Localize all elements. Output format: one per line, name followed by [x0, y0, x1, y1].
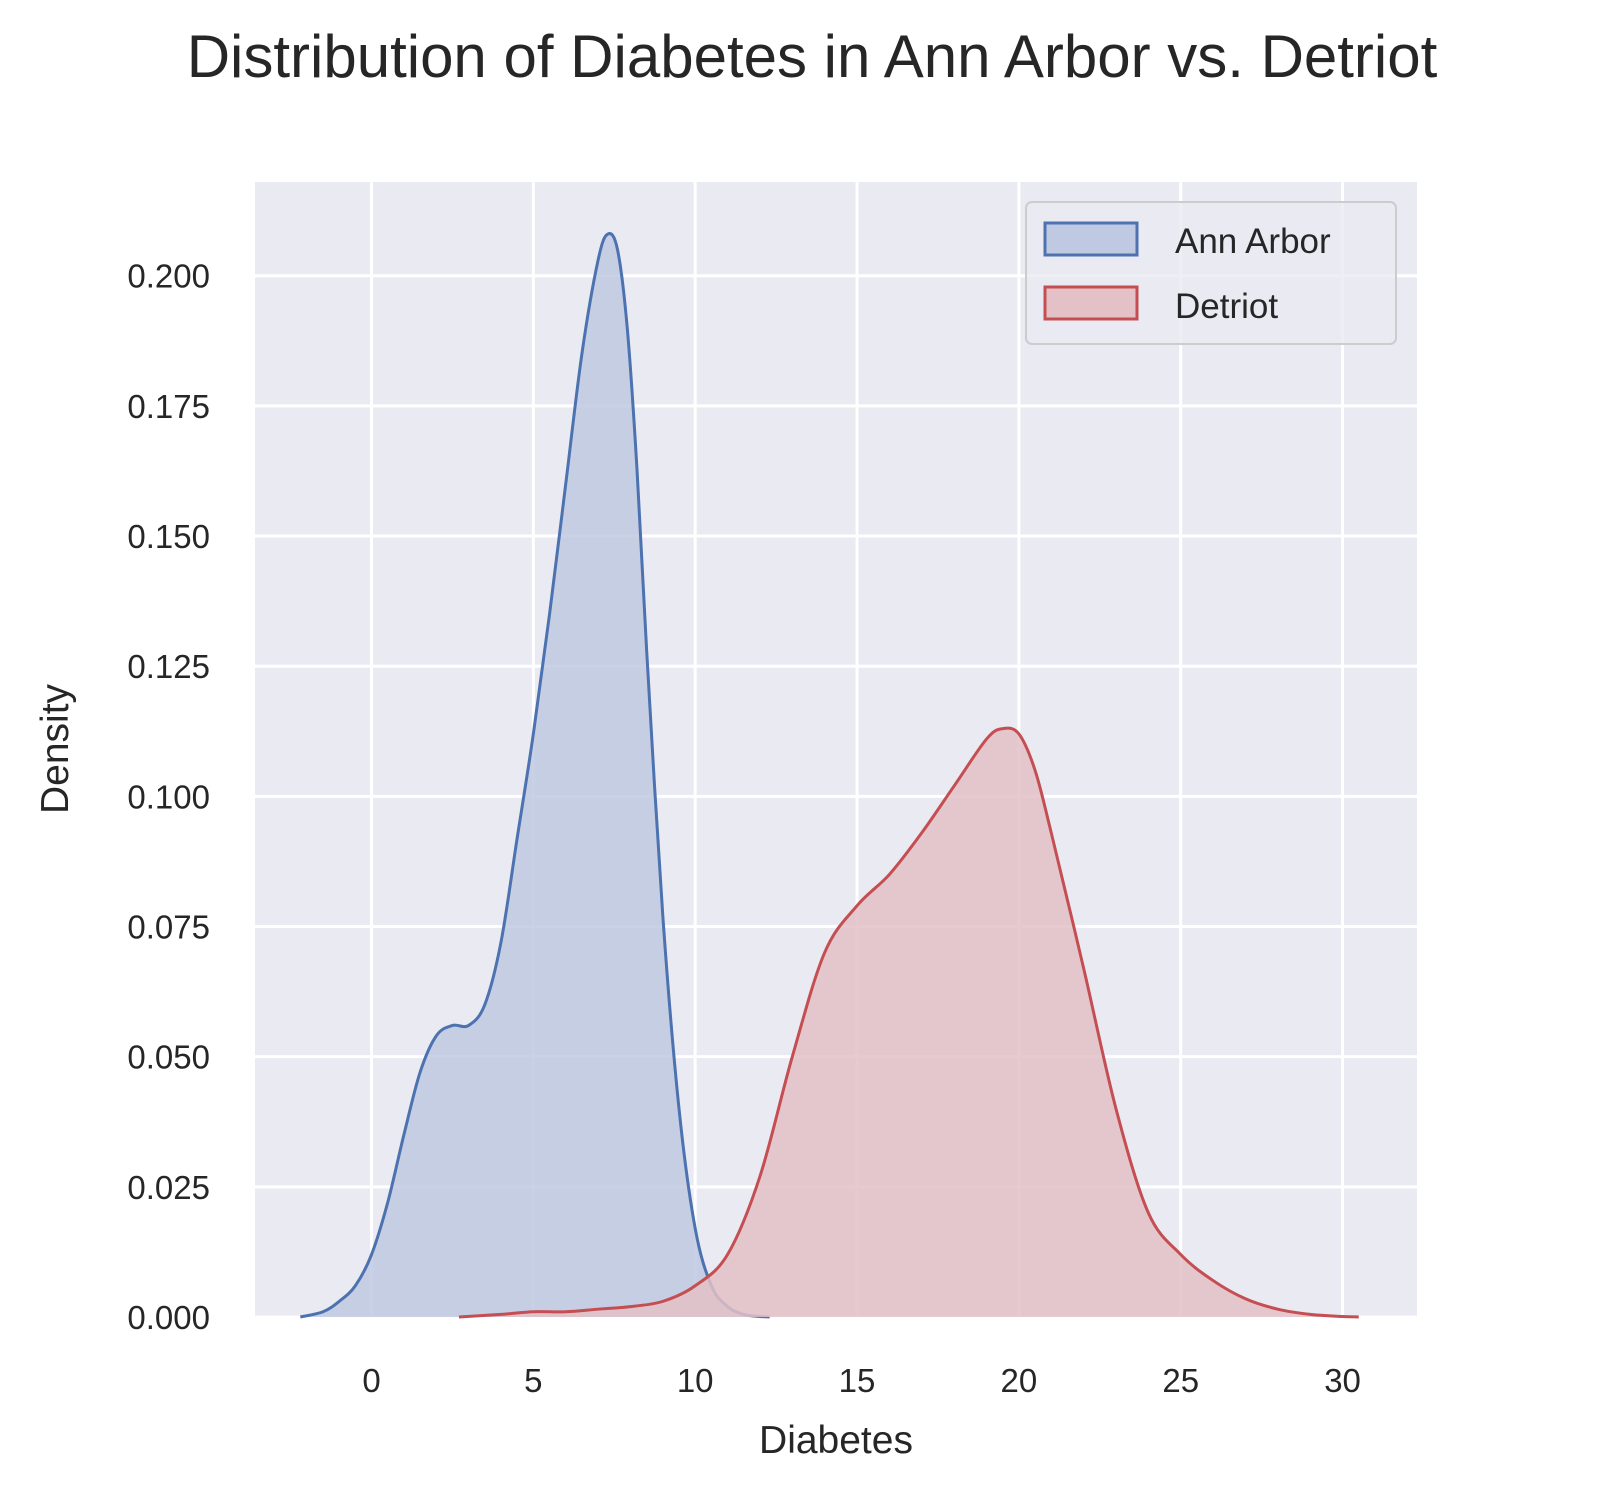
density-series	[299, 232, 1359, 1319]
x-tick-label-5: 25	[1162, 1362, 1199, 1399]
density-line-ann-arbor	[299, 232, 770, 1319]
y-tick-label-7: 0.175	[127, 388, 210, 425]
legend-swatch-detriot	[1043, 285, 1139, 321]
y-tick-labels: 0.000 0.025 0.050 0.075 0.100 0.125 0.150 0.175…	[127, 258, 210, 1336]
y-tick-label-3: 0.075	[127, 909, 210, 946]
y-axis-label: Density	[34, 683, 77, 814]
x-tick-label-6: 30	[1324, 1362, 1361, 1399]
x-tick-label-4: 20	[1001, 1362, 1038, 1399]
y-tick-label-5: 0.125	[127, 648, 210, 685]
x-tick-label-1: 5	[524, 1362, 542, 1399]
x-tick-label-3: 15	[839, 1362, 876, 1399]
y-tick-label-2: 0.050	[127, 1039, 210, 1076]
density-line-detriot	[458, 726, 1359, 1319]
legend-swatch-ann-arbor	[1043, 221, 1139, 257]
chart-title: Distribution of Diabetes in Ann Arbor vs…	[186, 23, 1438, 90]
density-area-ann-arbor	[300, 233, 770, 1318]
y-tick-label-4: 0.100	[127, 778, 210, 815]
x-tick-labels: 0 5 10 15 20 25 30	[362, 1362, 1361, 1399]
x-tick-label-0: 0	[362, 1362, 380, 1399]
y-tick-label-8: 0.200	[127, 258, 210, 295]
legend-label-ann-arbor: Ann Arbor	[1175, 222, 1331, 261]
x-tick-label-2: 10	[677, 1362, 714, 1399]
legend-label-detriot: Detriot	[1175, 287, 1278, 326]
y-tick-label-1: 0.025	[127, 1169, 210, 1206]
legend: Ann Arbor Detriot	[1025, 201, 1397, 345]
x-axis-label: Diabetes	[759, 1419, 913, 1462]
density-area-detriot	[458, 728, 1359, 1317]
y-tick-label-0: 0.000	[127, 1299, 210, 1336]
y-tick-label-6: 0.150	[127, 518, 210, 555]
